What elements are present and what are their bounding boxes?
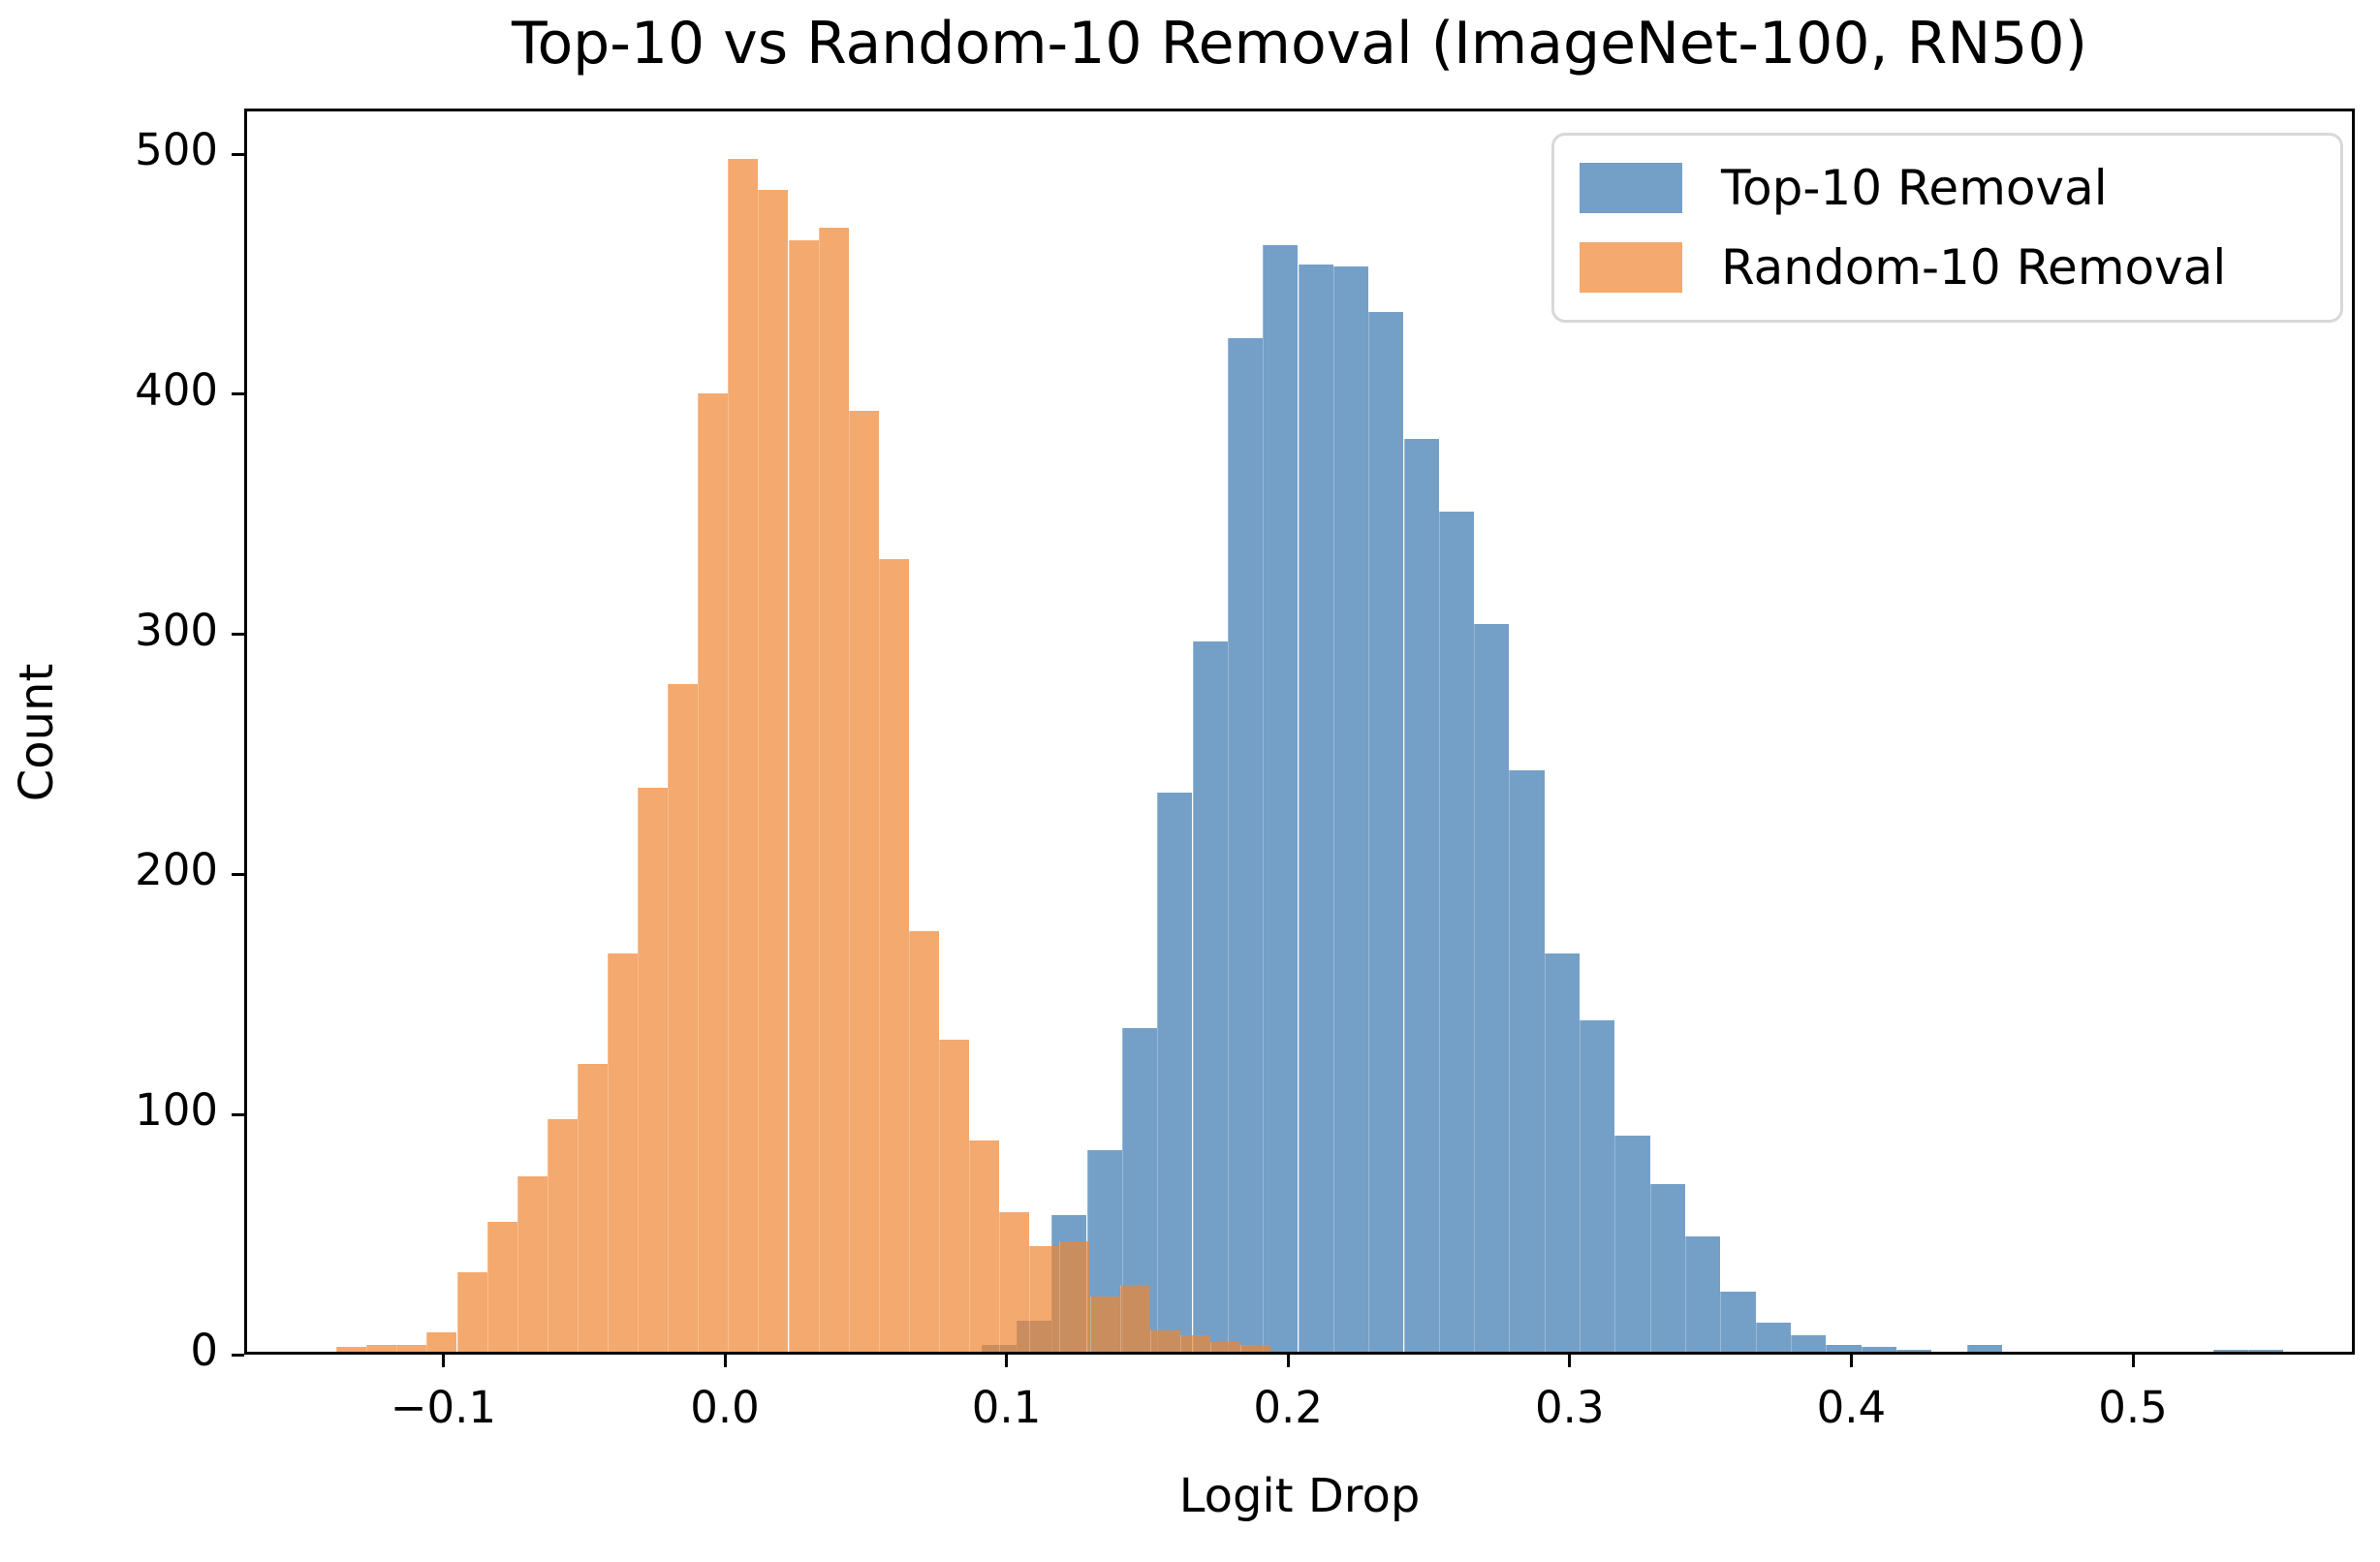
histogram-bar	[728, 158, 759, 1352]
histogram-bar	[698, 393, 729, 1352]
legend-item: Random-10 Removal	[1554, 239, 2340, 296]
histogram-bar	[426, 1332, 457, 1352]
legend-label: Random-10 Removal	[1721, 239, 2227, 297]
histogram-bar	[1332, 266, 1369, 1352]
x-tick-mark	[1286, 1355, 1290, 1367]
x-tick-mark	[723, 1355, 727, 1367]
histogram-bar	[638, 787, 669, 1352]
legend-item: Top-10 Removal	[1554, 160, 2340, 216]
histogram-bar	[878, 559, 909, 1352]
histogram-bar	[2248, 1349, 2284, 1352]
histogram-bar	[577, 1063, 608, 1352]
histogram-bar	[366, 1344, 397, 1352]
histogram-bar	[758, 189, 789, 1352]
x-tick-label: 0.4	[1816, 1382, 1887, 1433]
x-tick-mark	[441, 1355, 445, 1367]
histogram-bar	[1509, 770, 1545, 1352]
y-tick-mark	[232, 152, 244, 156]
histogram-bar	[1029, 1246, 1060, 1352]
histogram-bar	[969, 1140, 1000, 1352]
histogram-bar	[1614, 1136, 1650, 1352]
y-tick-label: 400	[135, 363, 218, 416]
histogram-bar	[547, 1118, 578, 1352]
histogram-bar	[1755, 1323, 1791, 1352]
x-tick-label: 0.1	[971, 1382, 1042, 1433]
histogram-bar	[1861, 1347, 1896, 1352]
y-tick-mark	[232, 633, 244, 637]
x-tick-label: 0.3	[1535, 1382, 1605, 1433]
histogram-bar	[2212, 1349, 2249, 1352]
legend-swatch	[1580, 242, 1682, 294]
histogram-bar	[818, 228, 849, 1352]
histogram-bar	[396, 1344, 427, 1352]
histogram-bar	[1966, 1344, 2002, 1352]
histogram-bar	[1059, 1241, 1090, 1352]
histogram-bar	[1119, 1284, 1150, 1352]
y-axis-label: Count	[10, 663, 64, 802]
x-tick-label: −0.1	[390, 1382, 497, 1433]
y-tick-label: 0	[190, 1325, 218, 1376]
histogram-bar	[1368, 312, 1404, 1352]
histogram-bar	[456, 1272, 487, 1352]
histogram-bar	[1263, 244, 1299, 1352]
histogram-bar	[1149, 1329, 1180, 1352]
histogram-bar	[1474, 624, 1510, 1352]
x-tick-mark	[1568, 1355, 1572, 1367]
histogram-bar	[1403, 439, 1439, 1352]
histogram-bar	[908, 931, 939, 1352]
y-tick-label: 500	[135, 124, 218, 176]
x-tick-mark	[1005, 1355, 1009, 1367]
histogram-bar	[608, 953, 639, 1352]
x-tick-label: 0.5	[2098, 1382, 2168, 1433]
histogram-bar	[1720, 1292, 1756, 1352]
histogram-bar	[1192, 640, 1228, 1352]
histogram-bar	[1649, 1183, 1685, 1352]
x-axis-label: Logit Drop	[1178, 1469, 1421, 1523]
histogram-bar	[1896, 1349, 1932, 1352]
histogram-bar	[1157, 792, 1193, 1352]
histogram-bar	[1227, 338, 1264, 1352]
histogram-bar	[1209, 1342, 1240, 1352]
histogram-bar	[1685, 1236, 1721, 1352]
y-tick-mark	[232, 872, 244, 876]
y-tick-label: 200	[135, 844, 218, 896]
histogram-bar	[336, 1347, 367, 1352]
histogram-bar	[486, 1222, 517, 1352]
x-tick-mark	[2131, 1355, 2135, 1367]
histogram-bar	[1239, 1344, 1270, 1352]
histogram-bar	[788, 239, 819, 1352]
histogram-bar	[1826, 1344, 1862, 1352]
y-tick-label: 300	[135, 604, 218, 656]
plot-title: Top-10 vs Random-10 Removal (ImageNet-10…	[511, 10, 2087, 78]
histogram-bar	[1438, 511, 1475, 1352]
histogram-bar	[517, 1176, 548, 1352]
histogram-bar	[1089, 1296, 1120, 1352]
legend-swatch	[1580, 162, 1682, 213]
plot-area	[244, 109, 2355, 1355]
histogram-bar	[1298, 264, 1333, 1352]
legend-label: Top-10 Removal	[1721, 159, 2108, 216]
histogram-bar	[1580, 1020, 1615, 1352]
histogram-bar	[1544, 953, 1581, 1352]
histogram-bar	[848, 410, 879, 1352]
x-tick-mark	[1849, 1355, 1853, 1367]
y-tick-label: 100	[135, 1084, 218, 1137]
histogram-bar	[1791, 1334, 1827, 1352]
y-tick-mark	[232, 1112, 244, 1116]
histogram-bar	[1179, 1334, 1210, 1352]
histogram-bar	[939, 1039, 970, 1352]
legend-box: Top-10 Removal Random-10 Removal	[1551, 133, 2343, 323]
x-tick-label: 0.0	[690, 1382, 760, 1433]
histogram-bar	[668, 684, 699, 1352]
x-tick-label: 0.2	[1253, 1382, 1323, 1433]
y-tick-mark	[232, 1353, 244, 1357]
histogram-bar	[999, 1212, 1030, 1352]
y-tick-mark	[232, 392, 244, 396]
